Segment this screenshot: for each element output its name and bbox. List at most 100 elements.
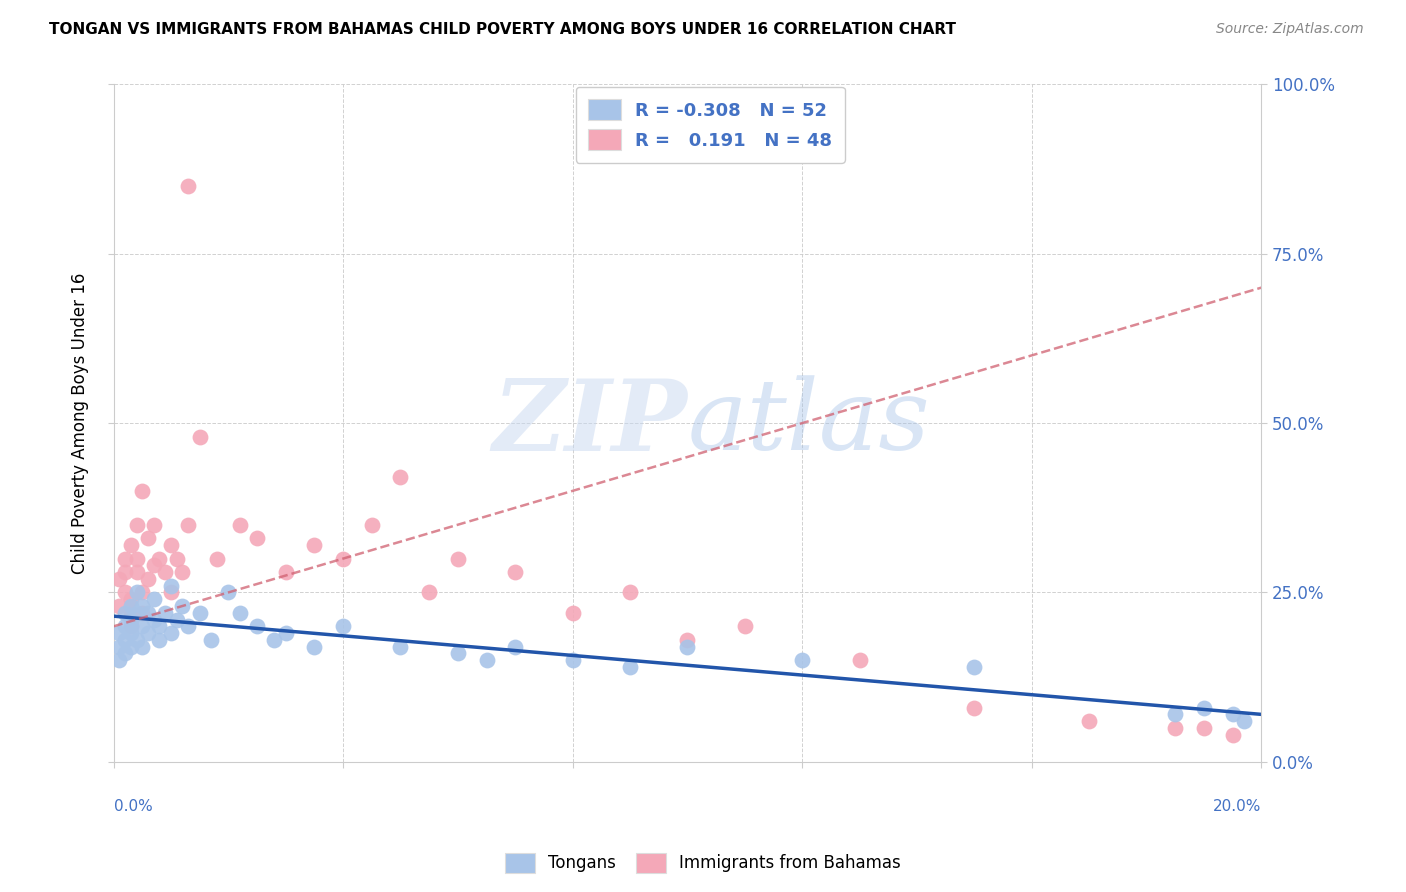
Point	[125, 632, 148, 647]
Point	[263, 632, 285, 647]
Point	[125, 585, 148, 599]
Point	[131, 585, 153, 599]
Point	[734, 619, 756, 633]
Point	[148, 619, 170, 633]
Point	[136, 606, 159, 620]
Point	[619, 660, 641, 674]
Point	[274, 626, 297, 640]
Point	[172, 565, 194, 579]
Point	[131, 483, 153, 498]
Point	[1078, 714, 1101, 728]
Text: atlas: atlas	[688, 376, 931, 471]
Point	[447, 647, 470, 661]
Point	[114, 585, 136, 599]
Point	[274, 565, 297, 579]
Point	[114, 606, 136, 620]
Point	[136, 626, 159, 640]
Point	[114, 632, 136, 647]
Text: 20.0%: 20.0%	[1213, 799, 1261, 814]
Point	[131, 599, 153, 613]
Point	[332, 551, 354, 566]
Point	[142, 613, 165, 627]
Point	[160, 626, 183, 640]
Point	[120, 538, 142, 552]
Point	[447, 551, 470, 566]
Point	[1164, 707, 1187, 722]
Point	[217, 585, 239, 599]
Text: Source: ZipAtlas.com: Source: ZipAtlas.com	[1216, 22, 1364, 37]
Point	[304, 640, 326, 654]
Point	[963, 700, 986, 714]
Point	[177, 179, 200, 194]
Point	[177, 619, 200, 633]
Point	[503, 640, 526, 654]
Point	[332, 619, 354, 633]
Point	[246, 619, 269, 633]
Point	[1233, 714, 1256, 728]
Point	[200, 632, 222, 647]
Point	[561, 606, 583, 620]
Point	[148, 551, 170, 566]
Point	[166, 613, 188, 627]
Point	[177, 517, 200, 532]
Point	[131, 619, 153, 633]
Point	[153, 565, 176, 579]
Point	[160, 538, 183, 552]
Point	[229, 517, 252, 532]
Y-axis label: Child Poverty Among Boys Under 16: Child Poverty Among Boys Under 16	[72, 272, 89, 574]
Point	[120, 640, 142, 654]
Point	[188, 606, 211, 620]
Text: TONGAN VS IMMIGRANTS FROM BAHAMAS CHILD POVERTY AMONG BOYS UNDER 16 CORRELATION : TONGAN VS IMMIGRANTS FROM BAHAMAS CHILD …	[49, 22, 956, 37]
Point	[108, 653, 131, 667]
Point	[963, 660, 986, 674]
Point	[619, 585, 641, 599]
Point	[120, 606, 142, 620]
Point	[131, 640, 153, 654]
Legend: R = -0.308   N = 52, R =   0.191   N = 48: R = -0.308 N = 52, R = 0.191 N = 48	[576, 87, 845, 162]
Point	[676, 632, 699, 647]
Text: ZIP: ZIP	[492, 375, 688, 471]
Point	[148, 632, 170, 647]
Point	[792, 653, 814, 667]
Point	[125, 551, 148, 566]
Point	[108, 626, 131, 640]
Point	[229, 606, 252, 620]
Point	[120, 613, 142, 627]
Point	[166, 551, 188, 566]
Point	[120, 626, 142, 640]
Point	[160, 585, 183, 599]
Point	[108, 599, 131, 613]
Point	[114, 551, 136, 566]
Point	[120, 599, 142, 613]
Point	[108, 640, 131, 654]
Point	[108, 572, 131, 586]
Point	[114, 565, 136, 579]
Point	[131, 606, 153, 620]
Point	[153, 606, 176, 620]
Point	[676, 640, 699, 654]
Point	[389, 470, 412, 484]
Point	[360, 517, 382, 532]
Point	[160, 579, 183, 593]
Point	[1222, 707, 1244, 722]
Point	[136, 572, 159, 586]
Point	[142, 558, 165, 573]
Legend: Tongans, Immigrants from Bahamas: Tongans, Immigrants from Bahamas	[498, 847, 908, 880]
Point	[188, 430, 211, 444]
Point	[120, 592, 142, 607]
Point	[561, 653, 583, 667]
Point	[125, 517, 148, 532]
Point	[125, 565, 148, 579]
Point	[205, 551, 228, 566]
Point	[1192, 721, 1215, 735]
Point	[848, 653, 870, 667]
Text: 0.0%: 0.0%	[114, 799, 152, 814]
Point	[120, 619, 142, 633]
Point	[114, 647, 136, 661]
Point	[125, 606, 148, 620]
Point	[1164, 721, 1187, 735]
Point	[418, 585, 440, 599]
Point	[1192, 700, 1215, 714]
Point	[136, 531, 159, 545]
Point	[142, 592, 165, 607]
